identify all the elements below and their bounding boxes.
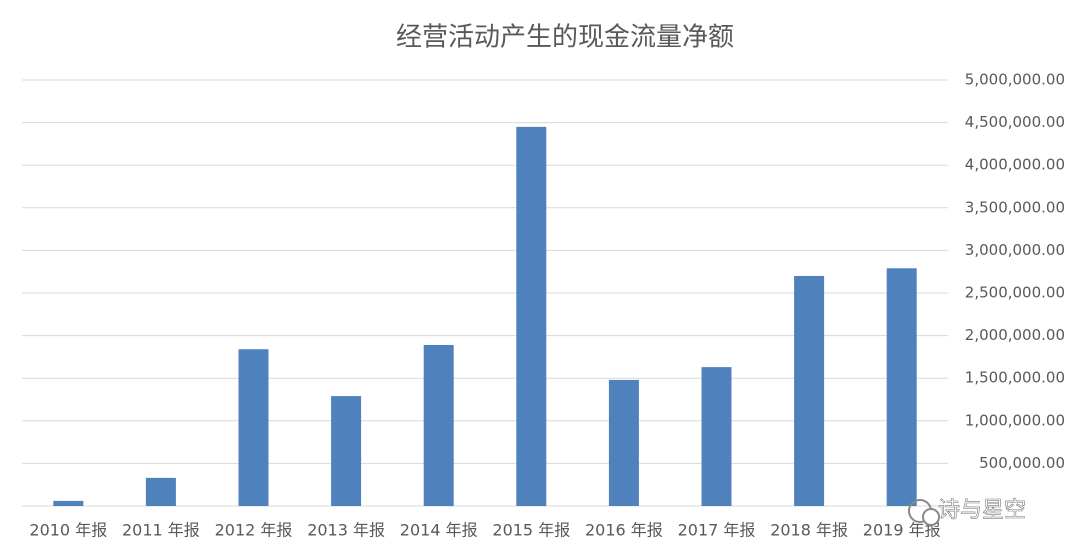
- y-tick-label: 3,000,000.00: [965, 241, 1065, 259]
- bar: [423, 344, 454, 506]
- bar: [238, 349, 269, 506]
- y-tick-label: 3,500,000.00: [965, 198, 1065, 216]
- bar: [608, 379, 639, 506]
- x-tick-label: 2012 年报: [215, 521, 293, 540]
- x-tick-label: 2013 年报: [307, 521, 385, 540]
- bar: [886, 268, 917, 506]
- watermark-icon: [922, 508, 940, 526]
- y-tick-label: 2,500,000.00: [965, 284, 1065, 302]
- x-tick-label: 2016 年报: [585, 521, 663, 540]
- y-tick-label: 500,000.00: [979, 454, 1065, 472]
- bar: [331, 396, 362, 506]
- bar: [701, 367, 732, 506]
- bar: [516, 126, 547, 507]
- y-tick-label: 1,000,000.00: [965, 411, 1065, 429]
- bar: [145, 477, 176, 506]
- y-tick-label: 1,500,000.00: [965, 369, 1065, 387]
- x-tick-label: 2011 年报: [122, 521, 200, 540]
- y-tick-label: 4,000,000.00: [965, 156, 1065, 174]
- y-tick-label: 2,000,000.00: [965, 326, 1065, 344]
- x-tick-label: 2017 年报: [678, 521, 756, 540]
- bar: [794, 275, 825, 506]
- x-tick-label: 2014 年报: [400, 521, 478, 540]
- x-tick-label: 2018 年报: [770, 521, 848, 540]
- y-tick-label: 5,000,000.00: [965, 71, 1065, 89]
- y-tick-label: 4,500,000.00: [965, 113, 1065, 131]
- watermark: 诗与星空: [908, 498, 1026, 526]
- x-tick-label: 2019 年报: [863, 521, 941, 540]
- watermark-text: 诗与星空: [938, 498, 1026, 523]
- bar: [53, 500, 84, 506]
- chart-title: 经营活动产生的现金流量净额: [396, 23, 734, 53]
- x-tick-label: 2015 年报: [492, 521, 570, 540]
- x-tick-label: 2010 年报: [29, 521, 107, 540]
